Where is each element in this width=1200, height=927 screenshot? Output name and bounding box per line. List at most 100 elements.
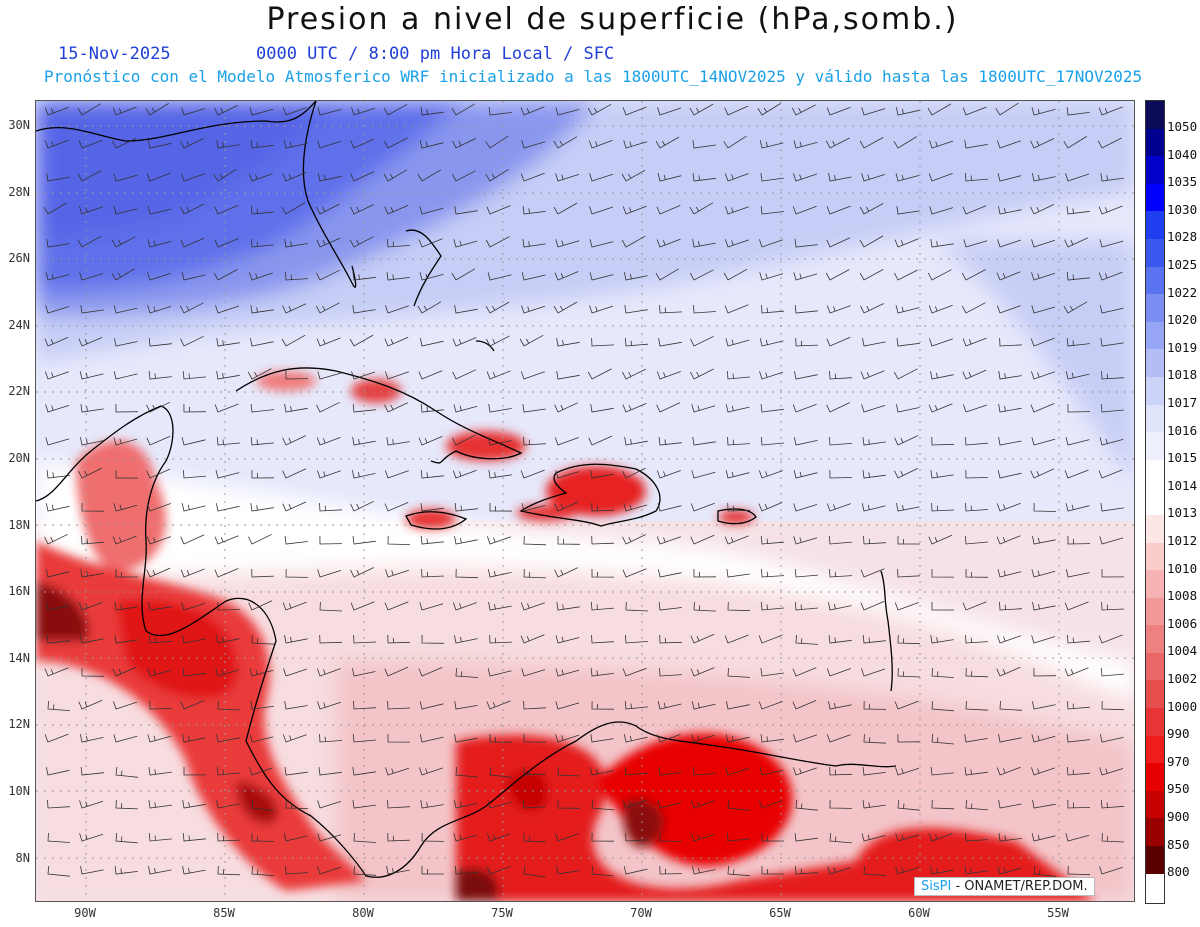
pressure-map[interactable] (35, 100, 1135, 902)
wind-barb (724, 304, 749, 314)
wind-barb (1099, 239, 1124, 248)
wind-barb (893, 136, 918, 149)
wind-barb (589, 173, 614, 182)
wind-barb (419, 206, 444, 215)
wind-barb (419, 734, 444, 743)
wind-barb (350, 138, 375, 149)
lat-label: 18N (8, 517, 30, 532)
wind-barb (214, 204, 239, 215)
lon-label: 60W (908, 906, 930, 920)
wind-barb (996, 502, 1021, 512)
wind-barb (897, 634, 921, 645)
colorbar-level: 1017 (1167, 395, 1198, 410)
wind-barb (1066, 206, 1090, 215)
wind-barb (860, 303, 884, 314)
wind-barb (282, 107, 307, 116)
wind-barb (621, 169, 646, 182)
wind-barb (1031, 734, 1056, 743)
colorbar-level: 950 (1167, 781, 1190, 797)
wind-barb (183, 403, 207, 413)
wind-barb (79, 272, 104, 281)
wind-barb (1032, 701, 1056, 710)
wind-barb (588, 139, 613, 149)
wind-barb (557, 799, 581, 809)
wind-barb (1065, 503, 1090, 512)
wind-barb (44, 139, 69, 149)
wind-barb (693, 766, 717, 776)
wind-barb (352, 767, 376, 776)
lat-label: 24N (8, 317, 30, 332)
wind-barb (453, 800, 478, 809)
wind-barb (217, 865, 241, 876)
colorbar-level: 1013 (1167, 505, 1198, 521)
wind-barb (829, 370, 853, 380)
wind-barb (417, 301, 442, 314)
wind-barb (591, 700, 615, 710)
wind-barb (180, 568, 205, 578)
wind-barb (181, 602, 206, 611)
wind-barb (317, 800, 342, 809)
wind-barb (149, 700, 173, 710)
wind-barb (419, 338, 444, 347)
wind-barb (998, 404, 1022, 413)
wind-barb (692, 437, 716, 446)
wind-barb (1099, 734, 1124, 743)
wind-barb (1066, 700, 1090, 710)
wind-barb (250, 403, 274, 413)
wind-barb (181, 272, 206, 281)
wind-barb (556, 338, 580, 347)
wind-barb (523, 866, 546, 878)
wind-barb (146, 468, 171, 479)
wind-barb (248, 600, 273, 611)
wind-barb (1031, 305, 1056, 314)
wind-barb (486, 700, 511, 710)
wind-barb (420, 503, 444, 512)
wind-barb (316, 269, 340, 281)
wind-barb (179, 302, 204, 314)
wind-barb (419, 701, 444, 710)
wind-barb (1098, 634, 1123, 644)
colorbar-level: 1004 (1167, 643, 1198, 659)
wind-barb (485, 335, 510, 347)
wind-barb (690, 633, 715, 644)
wind-barb (1101, 601, 1125, 611)
lat-label: 10N (8, 784, 30, 798)
wind-barb (690, 800, 715, 809)
wind-barb (285, 370, 309, 380)
wind-barb (690, 667, 715, 677)
wind-barb (148, 370, 172, 380)
colorbar-swatch (1146, 211, 1164, 239)
colorbar-level: 1035 (1167, 174, 1198, 190)
wind-barb (79, 800, 104, 809)
wind-barb (1065, 371, 1090, 380)
wind-barb (659, 832, 683, 842)
wind-barb (284, 536, 308, 545)
wind-barb (384, 601, 409, 611)
wind-barb (760, 206, 784, 215)
wind-barb (590, 470, 614, 479)
wind-barb (214, 568, 239, 578)
wind-barb (282, 303, 307, 314)
wind-barb (689, 103, 714, 116)
wind-barb (556, 371, 580, 380)
wind-barb (655, 268, 680, 281)
wind-barb (180, 335, 204, 347)
wind-barb (894, 602, 919, 611)
wind-barb (1099, 437, 1124, 446)
wind-barb (521, 668, 546, 677)
wind-barb (384, 502, 409, 512)
wind-barb (659, 304, 683, 314)
wind-barb (489, 503, 513, 512)
wind-barb (387, 634, 411, 644)
wind-barb (862, 634, 886, 644)
lon-label: 80W (352, 906, 374, 920)
wind-barb (284, 635, 308, 644)
wind-barb (148, 800, 172, 809)
wind-barb (791, 104, 816, 116)
wind-barb (386, 272, 410, 281)
wind-barb (455, 568, 479, 579)
pressure-colorbar (1145, 100, 1165, 904)
wind-barb (793, 272, 818, 281)
wind-barb (248, 533, 272, 545)
colorbar-level: 970 (1167, 753, 1190, 769)
